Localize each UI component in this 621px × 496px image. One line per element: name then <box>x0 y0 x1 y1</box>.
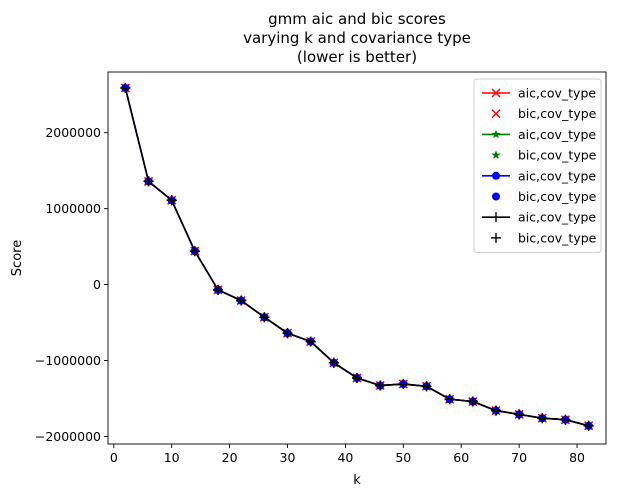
data-point <box>375 380 386 391</box>
data-point <box>166 195 177 206</box>
x-tick-label: 80 <box>569 450 585 465</box>
chart-title-line: varying k and covariance type <box>243 29 471 47</box>
legend-marker <box>491 232 501 243</box>
legend-label: bic,cov_type <box>518 148 597 163</box>
legend-item: aic,cov_type <box>482 168 596 183</box>
y-axis-label: Score <box>10 240 25 276</box>
y-tick-label: −1000000 <box>35 353 101 368</box>
data-point <box>236 295 247 306</box>
y-tick-label: 2000000 <box>45 125 101 140</box>
x-tick-label: 70 <box>511 450 527 465</box>
legend-item: aic,cov_type <box>482 127 596 142</box>
x-tick-label: 0 <box>110 450 118 465</box>
y-tick-label: 1000000 <box>45 201 101 216</box>
legend-box <box>473 78 602 254</box>
legend-label: bic,cov_type <box>518 106 597 121</box>
legend-marker <box>492 192 500 201</box>
data-point <box>213 284 224 295</box>
x-tick-label: 10 <box>164 450 180 465</box>
legend-marker <box>491 150 501 159</box>
data-point <box>143 176 154 187</box>
data-point <box>537 413 548 424</box>
data-point <box>120 82 131 93</box>
y-tick-label: −2000000 <box>35 429 101 444</box>
legend-marker <box>491 88 501 98</box>
data-point <box>490 405 501 416</box>
legend-marker <box>491 129 501 139</box>
data-point <box>305 336 316 347</box>
data-point <box>328 357 339 368</box>
data-point <box>444 394 455 405</box>
legend-item: aic,cov_type <box>482 210 596 225</box>
data-point <box>514 409 525 420</box>
series-8 <box>120 82 594 431</box>
legend: aic,cov_type bic,cov_type aic,cov_type bic,… <box>473 78 602 254</box>
data-point <box>467 396 478 407</box>
legend-label: aic,cov_type <box>518 127 596 142</box>
x-tick-label: 60 <box>453 450 469 465</box>
data-point <box>282 328 293 339</box>
data-point <box>259 312 270 323</box>
data-point <box>189 246 200 257</box>
legend-label: aic,cov_type <box>518 168 596 183</box>
legend-marker <box>492 171 500 180</box>
x-tick-label: 20 <box>222 450 238 465</box>
legend-label: bic,cov_type <box>518 230 597 245</box>
legend-label: aic,cov_type <box>518 86 596 101</box>
legend-item: aic,cov_type <box>482 86 596 101</box>
y-tick-label: 0 <box>93 277 101 292</box>
data-point <box>421 381 432 392</box>
chart-title-line: (lower is better) <box>297 48 417 66</box>
x-tick-label: 40 <box>337 450 353 465</box>
legend-item: bic,cov_type <box>492 189 597 204</box>
data-point <box>583 420 594 431</box>
chart-title-line: gmm aic and bic scores <box>268 10 446 28</box>
legend-label: aic,cov_type <box>518 210 596 225</box>
legend-marker <box>491 109 501 119</box>
x-axis-label: k <box>353 473 361 488</box>
legend-label: bic,cov_type <box>518 189 597 204</box>
legend-item: bic,cov_type <box>491 230 597 245</box>
x-tick-label: 50 <box>395 450 411 465</box>
data-point <box>398 379 409 390</box>
plot-area: 0 10 20 30 40 50 60 70 80 −2000000 −1000000 0 100000… <box>10 71 607 488</box>
axes-frame <box>107 71 607 445</box>
data-point <box>560 414 571 425</box>
legend-marker <box>491 212 501 223</box>
data-point <box>352 372 362 383</box>
legend-item: bic,cov_type <box>491 148 597 163</box>
x-tick-label: 30 <box>280 450 296 465</box>
legend-item: bic,cov_type <box>491 106 597 121</box>
